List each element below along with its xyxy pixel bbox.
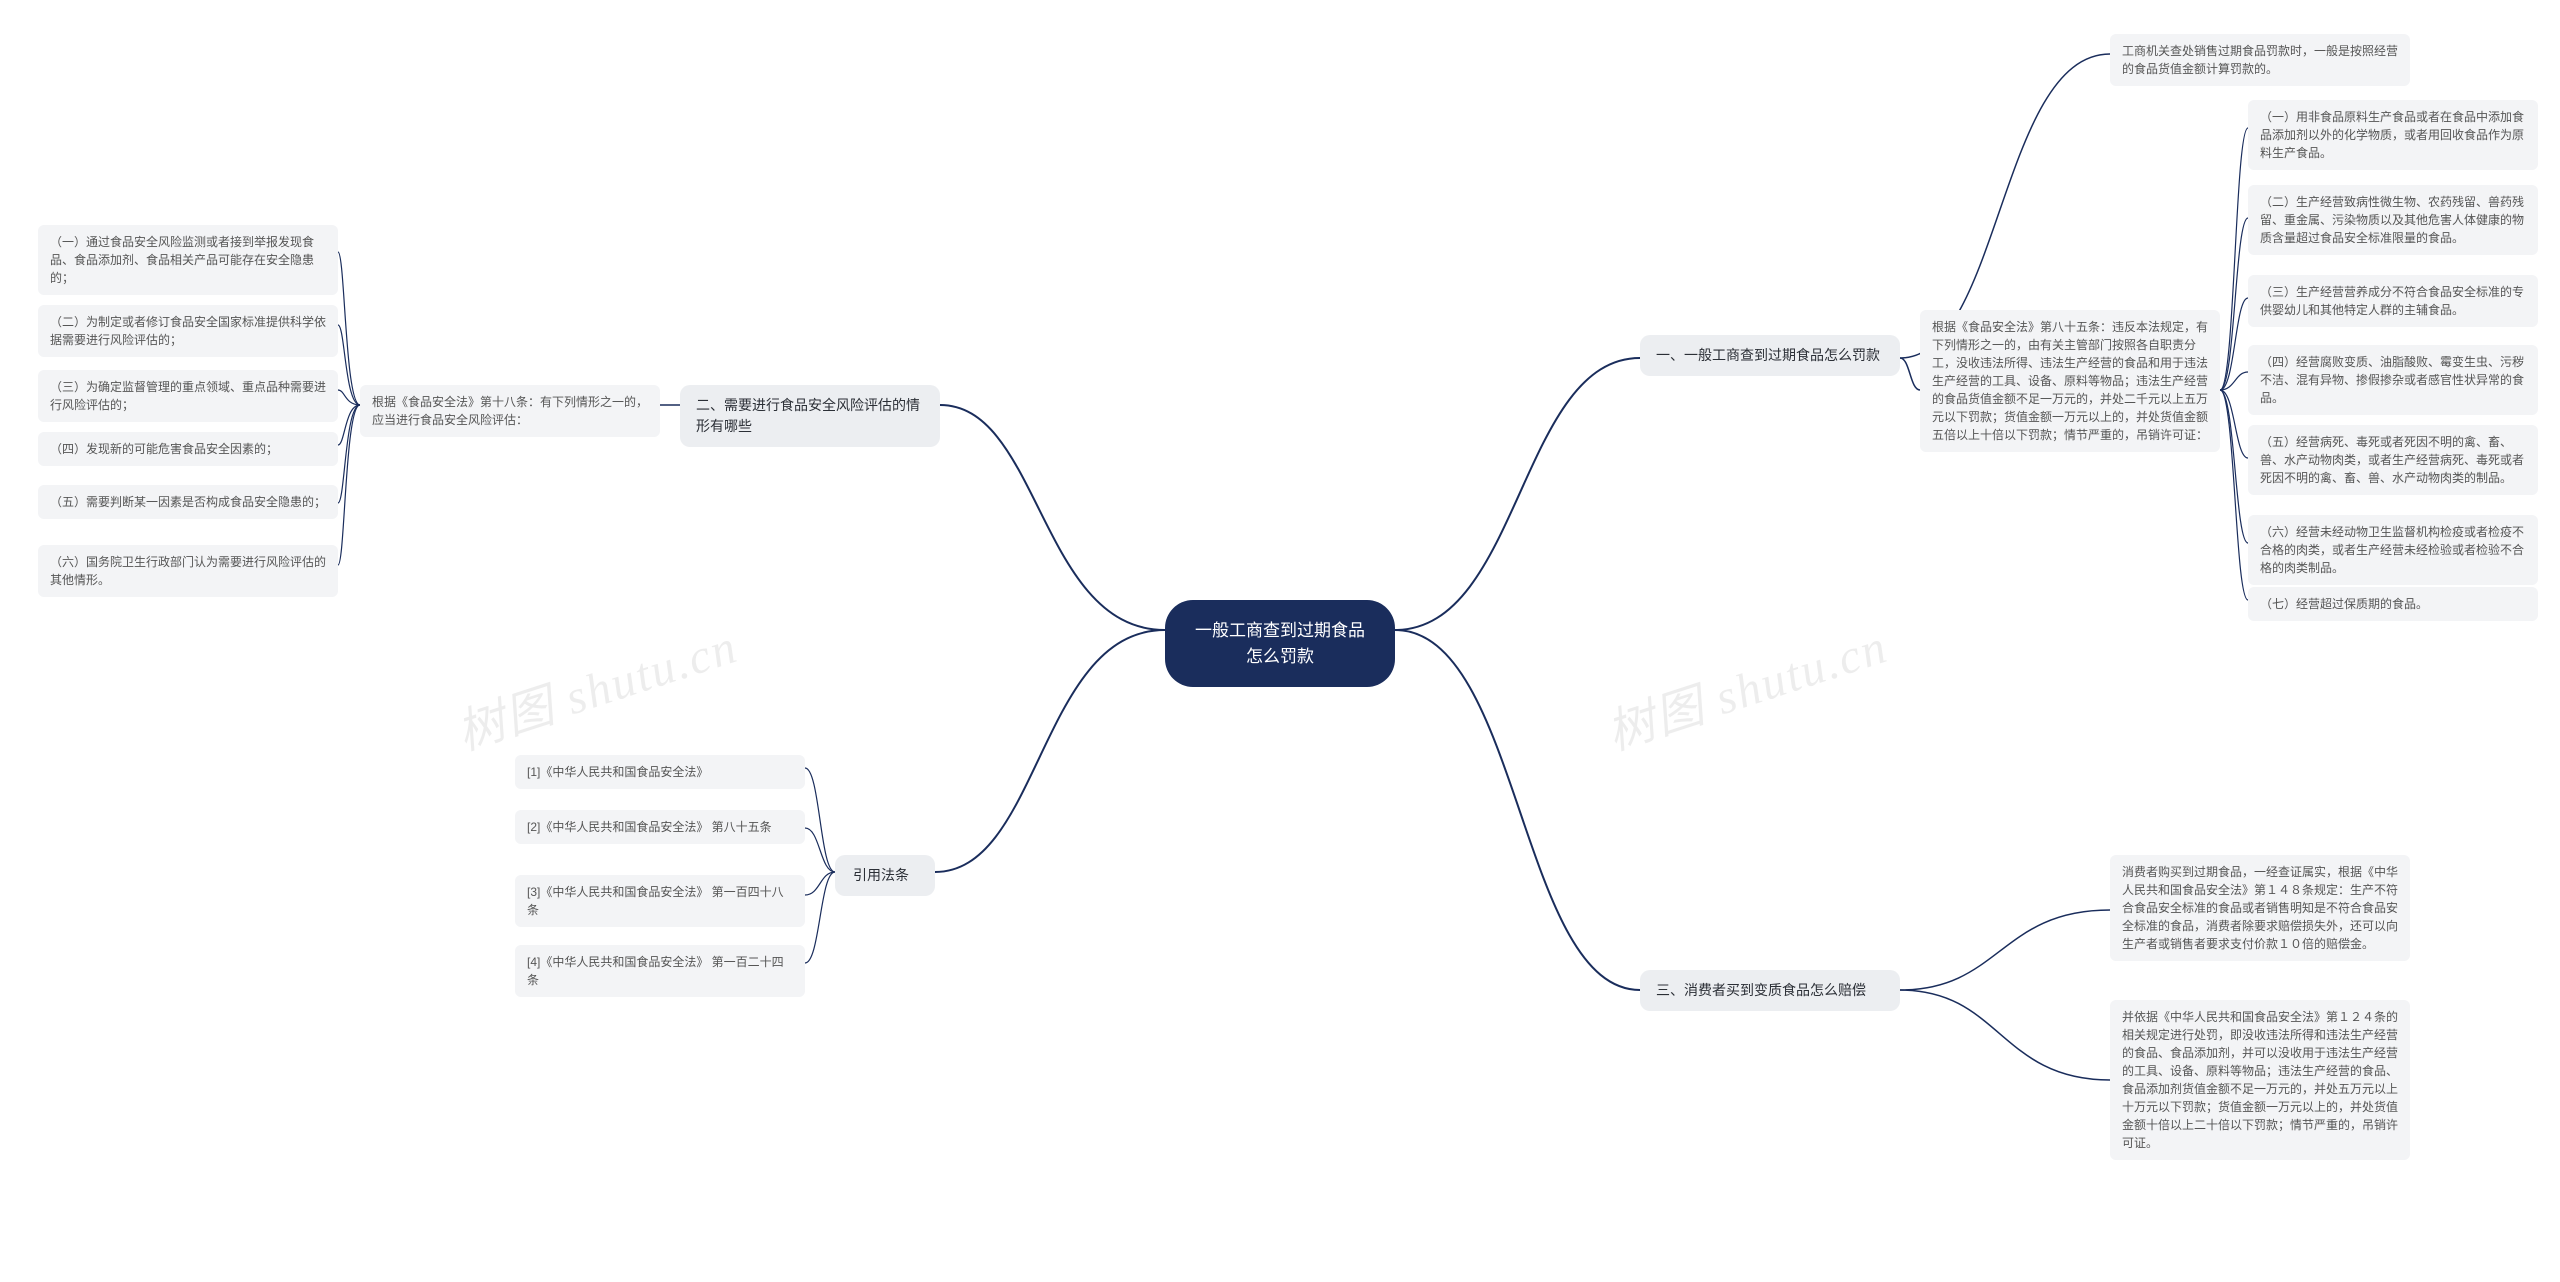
branch-2[interactable]: 二、需要进行食品安全风险评估的情形有哪些 xyxy=(680,385,940,447)
branch-4[interactable]: 引用法条 xyxy=(835,855,935,896)
branch-2-child-1[interactable]: 根据《食品安全法》第十八条：有下列情形之一的，应当进行食品安全风险评估： xyxy=(360,385,660,437)
branch-1[interactable]: 一、一般工商查到过期食品怎么罚款 xyxy=(1640,335,1900,376)
branch-2-grandchild-6[interactable]: （六）国务院卫生行政部门认为需要进行风险评估的其他情形。 xyxy=(38,545,338,597)
branch-1-label: 一、一般工商查到过期食品怎么罚款 xyxy=(1656,347,1880,363)
branch-1-grandchild-6[interactable]: （六）经营未经动物卫生监督机构检疫或者检疫不合格的肉类，或者生产经营未经检验或者… xyxy=(2248,515,2538,585)
branch-2-grandchild-3[interactable]: （三）为确定监督管理的重点领域、重点品种需要进行风险评估的； xyxy=(38,370,338,422)
branch-1-grandchild-7[interactable]: （七）经营超过保质期的食品。 xyxy=(2248,587,2538,621)
branch-2-label: 二、需要进行食品安全风险评估的情形有哪些 xyxy=(696,397,920,434)
branch-3-label: 三、消费者买到变质食品怎么赔偿 xyxy=(1656,982,1866,998)
branch-2-grandchild-1[interactable]: （一）通过食品安全风险监测或者接到举报发现食品、食品添加剂、食品相关产品可能存在… xyxy=(38,225,338,295)
branch-3-child-1[interactable]: 消费者购买到过期食品，一经查证属实，根据《中华人民共和国食品安全法》第１４８条规… xyxy=(2110,855,2410,961)
branch-1-child-1[interactable]: 工商机关查处销售过期食品罚款时，一般是按照经营的食品货值金额计算罚款的。 xyxy=(2110,34,2410,86)
branch-2-grandchild-4[interactable]: （四）发现新的可能危害食品安全因素的； xyxy=(38,432,338,466)
branch-4-child-3[interactable]: [3]《中华人民共和国食品安全法》 第一百四十八条 xyxy=(515,875,805,927)
branch-4-child-1[interactable]: [1]《中华人民共和国食品安全法》 xyxy=(515,755,805,789)
root-node[interactable]: 一般工商查到过期食品怎么罚款 xyxy=(1165,600,1395,687)
branch-4-child-4[interactable]: [4]《中华人民共和国食品安全法》 第一百二十四条 xyxy=(515,945,805,997)
branch-1-grandchild-3[interactable]: （三）生产经营营养成分不符合食品安全标准的专供婴幼儿和其他特定人群的主辅食品。 xyxy=(2248,275,2538,327)
branch-3[interactable]: 三、消费者买到变质食品怎么赔偿 xyxy=(1640,970,1900,1011)
branch-3-child-2[interactable]: 并依据《中华人民共和国食品安全法》第１２４条的相关规定进行处罚，即没收违法所得和… xyxy=(2110,1000,2410,1160)
branch-1-child-2[interactable]: 根据《食品安全法》第八十五条：违反本法规定，有下列情形之一的，由有关主管部门按照… xyxy=(1920,310,2220,452)
branch-4-child-2[interactable]: [2]《中华人民共和国食品安全法》 第八十五条 xyxy=(515,810,805,844)
root-label: 一般工商查到过期食品怎么罚款 xyxy=(1195,621,1365,666)
branch-1-grandchild-4[interactable]: （四）经营腐败变质、油脂酸败、霉变生虫、污秽不洁、混有异物、掺假掺杂或者感官性状… xyxy=(2248,345,2538,415)
branch-2-grandchild-2[interactable]: （二）为制定或者修订食品安全国家标准提供科学依据需要进行风险评估的； xyxy=(38,305,338,357)
branch-1-grandchild-1[interactable]: （一）用非食品原料生产食品或者在食品中添加食品添加剂以外的化学物质，或者用回收食… xyxy=(2248,100,2538,170)
branch-1-grandchild-5[interactable]: （五）经营病死、毒死或者死因不明的禽、畜、兽、水产动物肉类，或者生产经营病死、毒… xyxy=(2248,425,2538,495)
branch-2-grandchild-5[interactable]: （五）需要判断某一因素是否构成食品安全隐患的； xyxy=(38,485,338,519)
branch-1-grandchild-2[interactable]: （二）生产经营致病性微生物、农药残留、兽药残留、重金属、污染物质以及其他危害人体… xyxy=(2248,185,2538,255)
branch-4-label: 引用法条 xyxy=(853,867,909,883)
